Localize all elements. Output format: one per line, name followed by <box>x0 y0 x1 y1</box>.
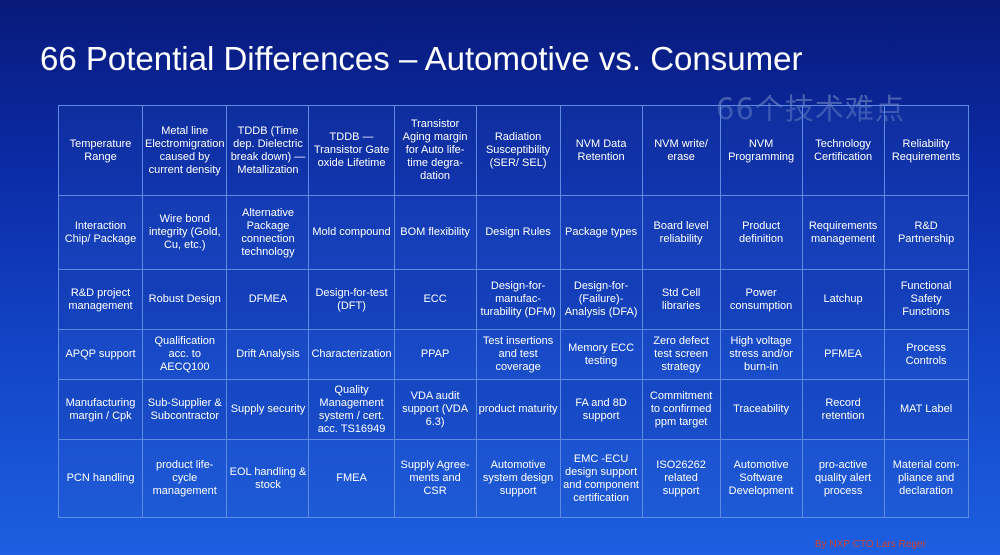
table-cell: PPAP <box>393 329 477 380</box>
table-cell: Manufacturing margin / Cpk <box>58 379 143 440</box>
table-row: Temperature Range Metal line Electromigra… <box>58 105 969 196</box>
table-cell: TDDB — Transistor Gate oxide Lifetime <box>308 105 395 196</box>
table-cell: Metal line Electromigration caused by cu… <box>141 105 228 196</box>
table-cell: Test insertions and test coverage <box>475 329 561 380</box>
table-cell: Power consumption <box>719 269 803 330</box>
page-title: 66 Potential Differences – Automotive vs… <box>40 40 803 77</box>
table-cell: Mold compound <box>308 195 395 270</box>
table-cell: MAT Label <box>883 379 969 440</box>
table-cell: Design-for-(Failure)-Analysis (DFA) <box>559 269 643 330</box>
table-cell: FMEA <box>308 439 395 518</box>
table-cell: Design-for-test (DFT) <box>308 269 395 330</box>
table-cell: DFMEA <box>226 269 310 330</box>
table-cell: Reliability Requirements <box>883 105 969 196</box>
table-cell: Robust Design <box>141 269 228 330</box>
table-cell: Traceability <box>719 379 803 440</box>
table-cell: Wire bond integrity (Gold, Cu, etc.) <box>141 195 228 270</box>
table-cell: Interaction Chip/ Package <box>58 195 143 270</box>
table-cell: Record retention <box>801 379 885 440</box>
table-cell: High voltage stress and/or burn-in <box>719 329 803 380</box>
table-cell: Board level reliability <box>641 195 721 270</box>
table-cell: VDA audit support (VDA 6.3) <box>393 379 477 440</box>
table-cell: Temperature Range <box>58 105 143 196</box>
table-cell: product life-cycle management <box>141 439 228 518</box>
table-cell: Transistor Aging margin for Auto life-ti… <box>393 105 477 196</box>
table-cell: APQP support <box>58 329 143 380</box>
table-cell: NVM Data Retention <box>559 105 643 196</box>
table-cell: Drift Analysis <box>226 329 310 380</box>
table-cell: R&D project management <box>58 269 143 330</box>
table-cell: TDDB (Time dep. Dielectric break down) —… <box>226 105 310 196</box>
table-cell: Zero defect test screen strategy <box>641 329 721 380</box>
table-cell: ISO26262 related support <box>641 439 721 518</box>
table-cell: Requirements management <box>801 195 885 270</box>
table-cell: Supply Agree-ments and CSR <box>393 439 477 518</box>
table-cell: product maturity <box>475 379 561 440</box>
table-cell: Design Rules <box>475 195 561 270</box>
table-row: R&D project management Robust Design DFMEA… <box>58 269 969 330</box>
table-cell: EMC -ECU design support and component ce… <box>559 439 643 518</box>
table-cell: Qualification acc. to AECQ100 <box>141 329 228 380</box>
table-cell: Commitment to confirmed ppm target <box>641 379 721 440</box>
differences-table: Temperature Range Metal line Electromigra… <box>58 105 969 518</box>
table-cell: Supply security <box>226 379 310 440</box>
table-cell: Quality Management system / cert. acc. T… <box>308 379 395 440</box>
table-cell: NVM write/ erase <box>641 105 721 196</box>
table-cell: PCN handling <box>58 439 143 518</box>
table-cell: Memory ECC testing <box>559 329 643 380</box>
table-cell: Automotive system design support <box>475 439 561 518</box>
table-cell: Radiation Susceptibility (SER/ SEL) <box>475 105 561 196</box>
table-row: PCN handling product life-cycle managemen… <box>58 439 969 518</box>
table-cell: FA and 8D support <box>559 379 643 440</box>
table-cell: Package types <box>559 195 643 270</box>
table-cell: R&D Partnership <box>883 195 969 270</box>
table-cell: Std Cell libraries <box>641 269 721 330</box>
table-cell: NVM Programming <box>719 105 803 196</box>
table-row: Manufacturing margin / Cpk Sub-Supplier &… <box>58 379 969 440</box>
table-cell: Alternative Package connection technolog… <box>226 195 310 270</box>
table-cell: ECC <box>393 269 477 330</box>
table-cell: EOL handling & stock <box>226 439 310 518</box>
credit-text: By NXP CTO Lars Reger <box>815 539 926 550</box>
table-cell: Characterization <box>308 329 395 380</box>
table-row: Interaction Chip/ Package Wire bond integ… <box>58 195 969 270</box>
table-cell: Product definition <box>719 195 803 270</box>
table-cell: pro-active quality alert process <box>801 439 885 518</box>
table-cell: Material com-pliance and declaration <box>883 439 969 518</box>
table-cell: PFMEA <box>801 329 885 380</box>
table-row: APQP support Qualification acc. to AECQ10… <box>58 329 969 380</box>
table-cell: Design-for-manufac-turability (DFM) <box>475 269 561 330</box>
table-cell: Automotive Software Development <box>719 439 803 518</box>
table-cell: Technology Certification <box>801 105 885 196</box>
table-cell: Latchup <box>801 269 885 330</box>
table-cell: Process Controls <box>883 329 969 380</box>
table-cell: BOM flexibility <box>393 195 477 270</box>
table-cell: Functional Safety Functions <box>883 269 969 330</box>
table-cell: Sub-Supplier & Subcontractor <box>141 379 228 440</box>
